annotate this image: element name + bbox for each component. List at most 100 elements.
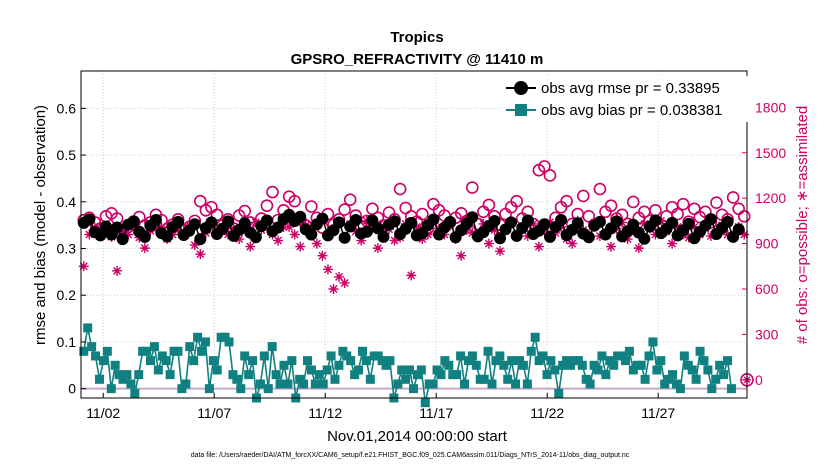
assimilated-obs-point <box>295 241 306 252</box>
bias-point <box>228 370 238 380</box>
rmse-point <box>194 233 207 246</box>
rmse-point <box>316 212 329 225</box>
assimilated-obs-point <box>722 229 733 240</box>
assimilated-obs-point <box>250 217 261 228</box>
assimilated-obs-point <box>483 238 494 249</box>
rmse-point <box>505 216 518 229</box>
plot-series <box>77 160 754 408</box>
assimilated-obs-point <box>195 249 206 260</box>
bias-point <box>405 365 415 375</box>
bias-point <box>295 374 305 384</box>
bias-point <box>679 351 689 361</box>
x-axis-ticks: 11/02 11/07 11/12 11/17 11/22 11/27 <box>86 393 675 421</box>
rmse-point <box>494 232 507 245</box>
rmse-point <box>161 230 174 243</box>
rmse-point <box>294 210 307 223</box>
bias-point <box>640 374 650 384</box>
bias-point <box>597 351 607 361</box>
bias-point <box>153 365 163 375</box>
assimilated-obs-point <box>150 223 161 234</box>
bias-point <box>581 374 591 384</box>
rmse-point <box>666 216 679 229</box>
legend-rmse-label: obs avg rmse pr = 0.33895 <box>541 80 720 97</box>
assimilated-obs-point <box>317 250 328 261</box>
bias-point <box>467 351 477 361</box>
possible-obs-point <box>260 199 274 213</box>
bias-point <box>577 360 587 370</box>
bias-point <box>142 346 152 356</box>
bias-point <box>562 356 572 366</box>
rmse-point <box>649 214 662 227</box>
bias-point <box>197 346 207 356</box>
bias-point <box>189 356 199 366</box>
left-tick-label: 0.3 <box>57 241 77 257</box>
rmse-point <box>555 214 568 227</box>
bias-point <box>177 384 187 394</box>
rmse-point <box>83 213 96 226</box>
possible-obs-point <box>343 193 357 206</box>
rmse-point <box>593 215 606 228</box>
bias-point <box>550 365 560 375</box>
x-axis-label: Nov.01,2014 00:00:00 start <box>327 428 508 445</box>
assimilated-obs-point <box>406 270 417 281</box>
bias-point <box>279 360 289 370</box>
assimilated-obs-point <box>372 243 383 254</box>
bias-point <box>357 346 367 356</box>
rmse-point <box>338 231 351 244</box>
bias-point <box>299 379 309 389</box>
rmse-point <box>138 230 151 243</box>
assimilated-obs-point <box>84 229 95 240</box>
bias-point <box>452 370 462 380</box>
bias-point <box>672 379 682 389</box>
bias-point <box>267 342 277 352</box>
assimilated-obs-point <box>622 234 633 245</box>
rmse-point <box>405 216 418 229</box>
bias-point <box>208 356 218 366</box>
bias-point <box>436 370 446 380</box>
bias-point <box>412 370 422 380</box>
rmse-point <box>249 231 262 244</box>
possible-obs-point <box>416 207 429 221</box>
assimilated-obs-point <box>606 241 617 252</box>
bias-point <box>401 374 411 384</box>
assimilated-obs-point <box>289 229 300 240</box>
bias-point <box>193 332 203 342</box>
left-tick-label: 0.2 <box>57 287 77 303</box>
rmse-point <box>704 213 717 226</box>
bias-point <box>668 370 678 380</box>
left-tick-label: 0.5 <box>57 147 77 163</box>
bias-point <box>456 351 466 361</box>
bias-point <box>530 332 540 342</box>
bias-point <box>377 356 387 366</box>
possible-obs-point <box>732 202 745 216</box>
rmse-point <box>238 217 251 230</box>
bias-point <box>432 365 442 375</box>
bias-point <box>491 356 501 366</box>
assimilated-obs-point <box>234 234 245 245</box>
bias-point <box>675 384 685 394</box>
bias-point <box>212 365 222 375</box>
bias-point <box>157 351 167 361</box>
bias-point <box>511 379 521 389</box>
right-axis-ticks: 0 300 600 900 1200 1500 1800 <box>742 99 786 388</box>
left-tick-label: 0.1 <box>57 334 77 350</box>
rmse-point <box>222 215 235 228</box>
bias-point <box>275 379 285 389</box>
bias-point <box>699 356 709 366</box>
chart-title: Tropics <box>390 29 443 46</box>
bias-point <box>542 370 552 380</box>
bias-point <box>122 370 132 380</box>
bias-point <box>114 370 124 380</box>
bias-point <box>287 356 297 366</box>
assimilated-obs-point <box>334 271 345 282</box>
bias-point <box>573 356 583 366</box>
bias-point <box>263 384 273 394</box>
legend-rmse-marker <box>514 81 528 95</box>
bias-point <box>664 374 674 384</box>
bias-point <box>585 379 595 389</box>
assimilated-obs-point <box>389 235 400 246</box>
bias-point <box>185 342 195 352</box>
possible-obs-point <box>626 195 640 209</box>
assimilated-obs-point <box>356 235 367 246</box>
